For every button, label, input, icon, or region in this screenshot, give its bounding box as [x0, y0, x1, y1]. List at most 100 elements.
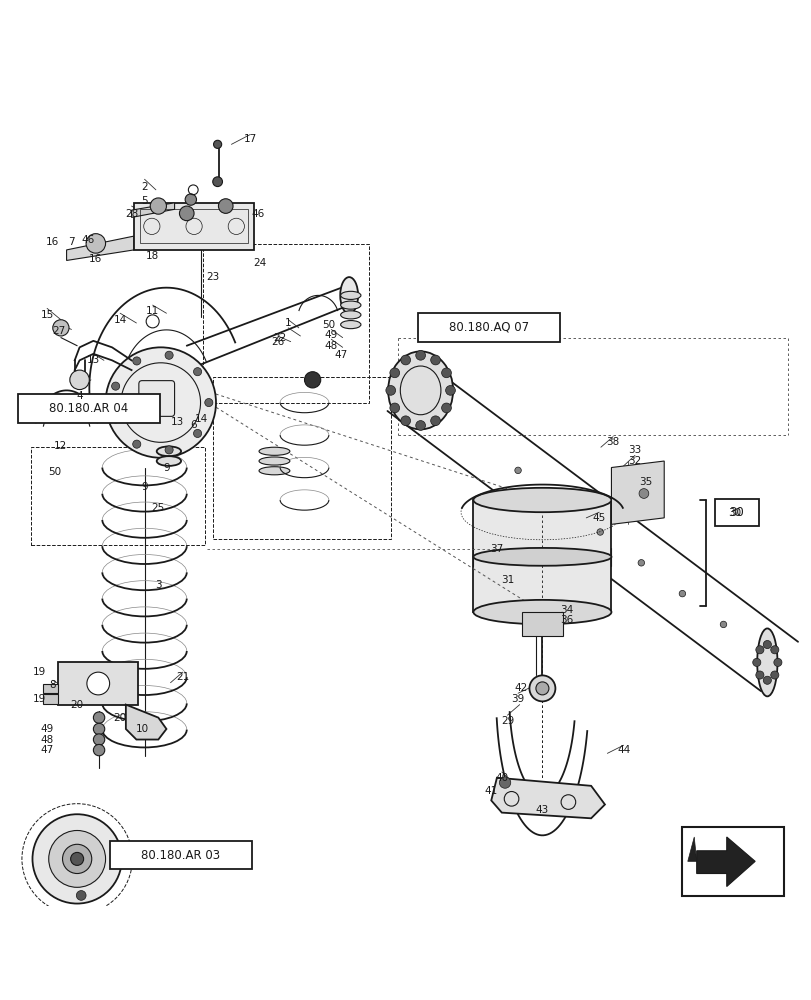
Ellipse shape	[157, 456, 181, 466]
Circle shape	[755, 671, 763, 679]
Text: 33: 33	[628, 445, 641, 455]
Polygon shape	[687, 837, 696, 861]
Text: 49: 49	[41, 724, 54, 734]
Text: 43: 43	[535, 805, 548, 815]
Circle shape	[401, 355, 410, 365]
Text: 14: 14	[114, 315, 127, 325]
Circle shape	[752, 658, 760, 666]
Circle shape	[93, 734, 105, 745]
Text: 46: 46	[251, 209, 264, 219]
Text: 10: 10	[135, 724, 148, 734]
Text: 34: 34	[560, 605, 573, 615]
Text: 38: 38	[606, 437, 619, 447]
FancyBboxPatch shape	[139, 381, 174, 416]
Circle shape	[445, 386, 455, 395]
Text: 24: 24	[253, 258, 266, 268]
Text: 25: 25	[152, 503, 165, 513]
Circle shape	[150, 198, 166, 214]
Circle shape	[105, 347, 216, 458]
Text: 80.180.AQ 07: 80.180.AQ 07	[448, 321, 529, 334]
Text: 7: 7	[68, 237, 75, 247]
Text: 19: 19	[32, 694, 45, 704]
Polygon shape	[696, 837, 754, 887]
Text: 41: 41	[484, 786, 497, 796]
Circle shape	[762, 676, 770, 684]
Polygon shape	[131, 203, 174, 217]
Bar	[203, 244, 369, 403]
Text: 2: 2	[141, 182, 148, 192]
Text: 30: 30	[727, 508, 740, 518]
Circle shape	[71, 852, 84, 865]
Circle shape	[389, 368, 399, 378]
Circle shape	[86, 234, 105, 253]
Text: 32: 32	[628, 456, 641, 466]
Text: 47: 47	[334, 350, 347, 360]
Circle shape	[62, 844, 92, 874]
Ellipse shape	[388, 351, 453, 429]
Text: 14: 14	[195, 414, 208, 424]
Polygon shape	[521, 612, 562, 636]
Text: 13: 13	[170, 417, 183, 427]
Circle shape	[441, 368, 451, 378]
Text: 11: 11	[146, 306, 159, 316]
Ellipse shape	[341, 301, 360, 309]
Ellipse shape	[259, 457, 290, 465]
Circle shape	[76, 891, 86, 900]
Bar	[473, 500, 611, 612]
Bar	[140, 209, 247, 243]
Circle shape	[529, 675, 555, 701]
Circle shape	[762, 640, 770, 649]
Circle shape	[755, 646, 763, 654]
Circle shape	[770, 671, 778, 679]
Circle shape	[70, 370, 89, 390]
Text: 40: 40	[495, 773, 508, 783]
FancyBboxPatch shape	[109, 841, 251, 869]
Circle shape	[719, 621, 726, 628]
Circle shape	[111, 382, 119, 390]
Circle shape	[401, 416, 410, 426]
Bar	[31, 447, 205, 545]
Circle shape	[441, 403, 451, 413]
Text: 31: 31	[500, 575, 513, 585]
Ellipse shape	[157, 446, 181, 456]
Circle shape	[212, 177, 222, 187]
Polygon shape	[126, 705, 166, 740]
Polygon shape	[67, 236, 134, 260]
Circle shape	[193, 368, 201, 376]
Circle shape	[678, 590, 684, 597]
Bar	[212, 377, 391, 539]
Ellipse shape	[259, 447, 290, 455]
Text: 4: 4	[76, 391, 83, 401]
Circle shape	[304, 372, 320, 388]
Text: 18: 18	[146, 251, 159, 261]
Ellipse shape	[473, 488, 611, 512]
Text: 49: 49	[324, 330, 337, 340]
Ellipse shape	[473, 548, 611, 566]
Ellipse shape	[259, 467, 290, 475]
Text: 13: 13	[87, 355, 100, 365]
Text: 27: 27	[52, 326, 65, 336]
Circle shape	[165, 446, 173, 454]
Circle shape	[556, 498, 562, 504]
Text: 20: 20	[71, 700, 84, 710]
Text: 50: 50	[49, 467, 62, 477]
Circle shape	[499, 777, 510, 788]
FancyBboxPatch shape	[714, 499, 758, 526]
Text: 48: 48	[41, 735, 54, 745]
Text: 5: 5	[141, 196, 148, 206]
Circle shape	[132, 357, 140, 365]
Ellipse shape	[341, 321, 360, 329]
Text: 15: 15	[41, 310, 54, 320]
Circle shape	[179, 206, 194, 221]
Text: 36: 36	[560, 615, 573, 625]
FancyBboxPatch shape	[18, 394, 160, 423]
Text: 35: 35	[638, 477, 651, 487]
Circle shape	[185, 194, 196, 205]
Circle shape	[415, 421, 425, 430]
Circle shape	[430, 416, 440, 426]
Circle shape	[637, 560, 644, 566]
Text: 30: 30	[728, 506, 744, 519]
FancyBboxPatch shape	[681, 827, 783, 896]
Ellipse shape	[340, 277, 358, 314]
Bar	[43, 694, 58, 704]
